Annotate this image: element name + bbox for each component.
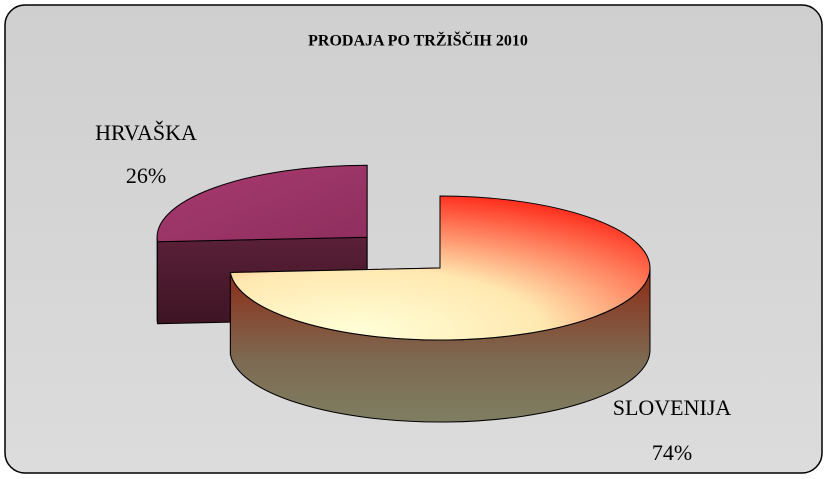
slice-label: HRVAŠKA bbox=[95, 120, 197, 145]
pie-slice bbox=[156, 164, 368, 243]
slice-value-label: 26% bbox=[126, 163, 166, 188]
chart-title: PRODAJA PO TRŽIŠČIH 2010 bbox=[308, 31, 528, 50]
pie-slice bbox=[229, 195, 651, 341]
slice-label: SLOVENIJA bbox=[613, 395, 732, 420]
slice-value-label: 74% bbox=[652, 440, 692, 465]
